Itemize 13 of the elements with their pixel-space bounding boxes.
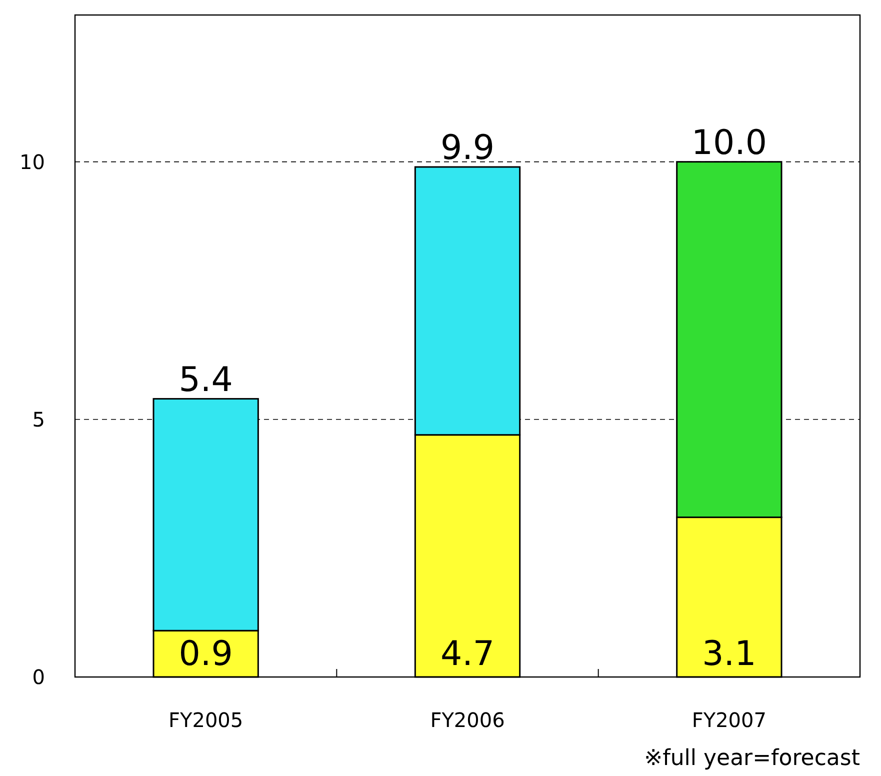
- total-label: 10.0: [691, 122, 768, 163]
- y-tick-label: 10: [20, 150, 45, 174]
- x-tick-label: FY2006: [430, 708, 505, 732]
- total-label: 9.9: [440, 128, 495, 168]
- x-tick-label: FY2007: [692, 708, 766, 732]
- x-tick-label: FY2005: [168, 708, 244, 732]
- data-label: 3.1: [702, 634, 756, 674]
- total-label: 5.4: [178, 360, 233, 400]
- data-label: 4.7: [440, 634, 495, 674]
- y-tick-label: 5: [32, 407, 45, 432]
- y-tick-label: 0: [32, 665, 45, 689]
- data-label: 0.9: [178, 634, 233, 674]
- text: ※full year=forecast: [644, 746, 860, 771]
